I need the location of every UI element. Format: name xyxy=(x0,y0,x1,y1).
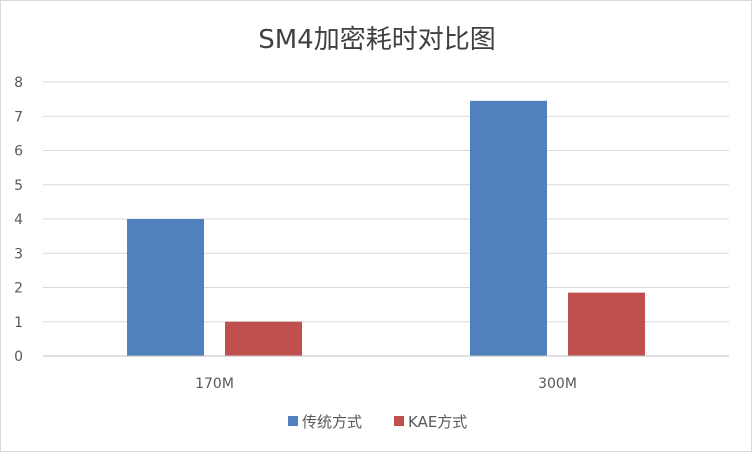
bars xyxy=(127,100,645,357)
bar-series1-300M xyxy=(470,100,547,357)
legend-label: 传统方式 xyxy=(302,413,362,431)
y-tick-label: 0 xyxy=(14,349,23,365)
axes: 0 1 2 3 4 5 6 7 8 170M 300M xyxy=(14,75,729,392)
legend-swatch xyxy=(394,416,404,426)
legend-label: KAE方式 xyxy=(408,413,467,431)
x-category-label: 170M xyxy=(195,376,234,392)
y-tick-label: 3 xyxy=(14,246,23,262)
y-tick-label: 7 xyxy=(14,109,23,125)
y-tick-label: 1 xyxy=(14,315,23,331)
legend: 传统方式 KAE方式 xyxy=(288,413,467,431)
chart-title: SM4加密耗时对比图 xyxy=(258,25,495,55)
y-tick-label: 6 xyxy=(14,144,23,160)
x-category-label: 300M xyxy=(538,376,577,392)
y-tick-label: 8 xyxy=(14,75,23,91)
y-tick-label: 2 xyxy=(14,281,23,297)
legend-swatch xyxy=(288,416,298,426)
y-tick-label: 5 xyxy=(14,178,23,194)
bar-series2-300M xyxy=(568,292,645,356)
bar-series2-170M xyxy=(225,321,302,356)
y-tick-label: 4 xyxy=(14,212,23,228)
bar-series1-170M xyxy=(127,219,204,356)
